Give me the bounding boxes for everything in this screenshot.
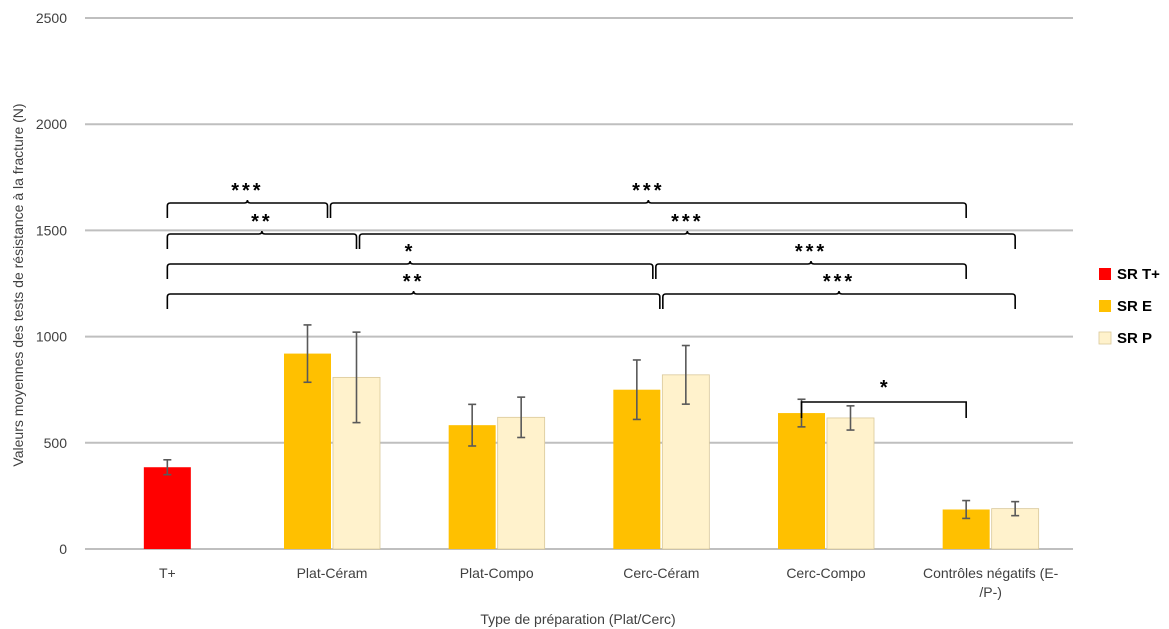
legend-swatch xyxy=(1098,331,1112,345)
significance-bracket xyxy=(358,230,1016,249)
legend: SR T+ SR E SR P xyxy=(1098,266,1160,347)
significance-bracket xyxy=(800,401,967,418)
significance-bracket xyxy=(166,260,654,279)
bar xyxy=(143,467,191,549)
y-axis-label: Valeurs moyennes des tests de résistance… xyxy=(10,103,26,466)
legend-label: SR E xyxy=(1117,298,1152,315)
error-bars xyxy=(163,324,1020,520)
x-tick-label: Plat-Céram xyxy=(297,565,368,581)
significance-bracket xyxy=(166,290,661,309)
y-tick-label: 2500 xyxy=(36,10,67,26)
significance-bracket xyxy=(329,199,967,218)
bar xyxy=(284,353,331,549)
significance-bracket xyxy=(166,199,329,218)
legend-swatch xyxy=(1099,300,1111,312)
y-tick-label: 500 xyxy=(44,435,68,451)
significance-label: *** xyxy=(671,211,703,233)
bar xyxy=(826,417,875,550)
bar xyxy=(778,413,825,549)
significance-bracket xyxy=(166,230,358,249)
y-axis-ticks: 0 500 1000 1500 2000 2500 xyxy=(36,10,67,557)
significance-label: * xyxy=(880,377,888,399)
significance-label: *** xyxy=(632,180,664,202)
significance-label: *** xyxy=(823,271,855,293)
significance-label: ** xyxy=(251,211,273,233)
legend-swatch xyxy=(1099,268,1111,280)
x-tick-label: Cerc-Céram xyxy=(623,565,699,581)
y-tick-label: 2000 xyxy=(36,116,67,132)
x-tick-label: Contrôles négatifs (E-/P-) xyxy=(923,565,1059,600)
y-tick-label: 0 xyxy=(59,541,67,557)
significance-brackets: *** ***** **** ***** **** xyxy=(166,180,1016,418)
significance-bracket xyxy=(662,290,1016,309)
x-tick-label: Cerc-Compo xyxy=(786,565,866,581)
significance-label: ** xyxy=(403,271,425,293)
x-axis-label: Type de préparation (Plat/Cerc) xyxy=(480,611,675,627)
x-axis: T+ Plat-Céram Plat-Compo Cerc-Céram Cerc-Com… xyxy=(159,565,1059,600)
legend-label: SR T+ xyxy=(1117,266,1160,283)
legend-label: SR P xyxy=(1117,330,1152,347)
significance-label: *** xyxy=(795,241,827,263)
significance-bracket xyxy=(655,260,967,279)
x-tick-label: Plat-Compo xyxy=(460,565,534,581)
bars xyxy=(143,353,1040,550)
significance-label: * xyxy=(405,241,416,263)
x-tick-label: T+ xyxy=(159,565,176,581)
grid-lines xyxy=(85,17,1073,550)
y-tick-label: 1000 xyxy=(36,329,67,345)
significance-label: *** xyxy=(231,180,263,202)
y-tick-label: 1500 xyxy=(36,222,67,238)
